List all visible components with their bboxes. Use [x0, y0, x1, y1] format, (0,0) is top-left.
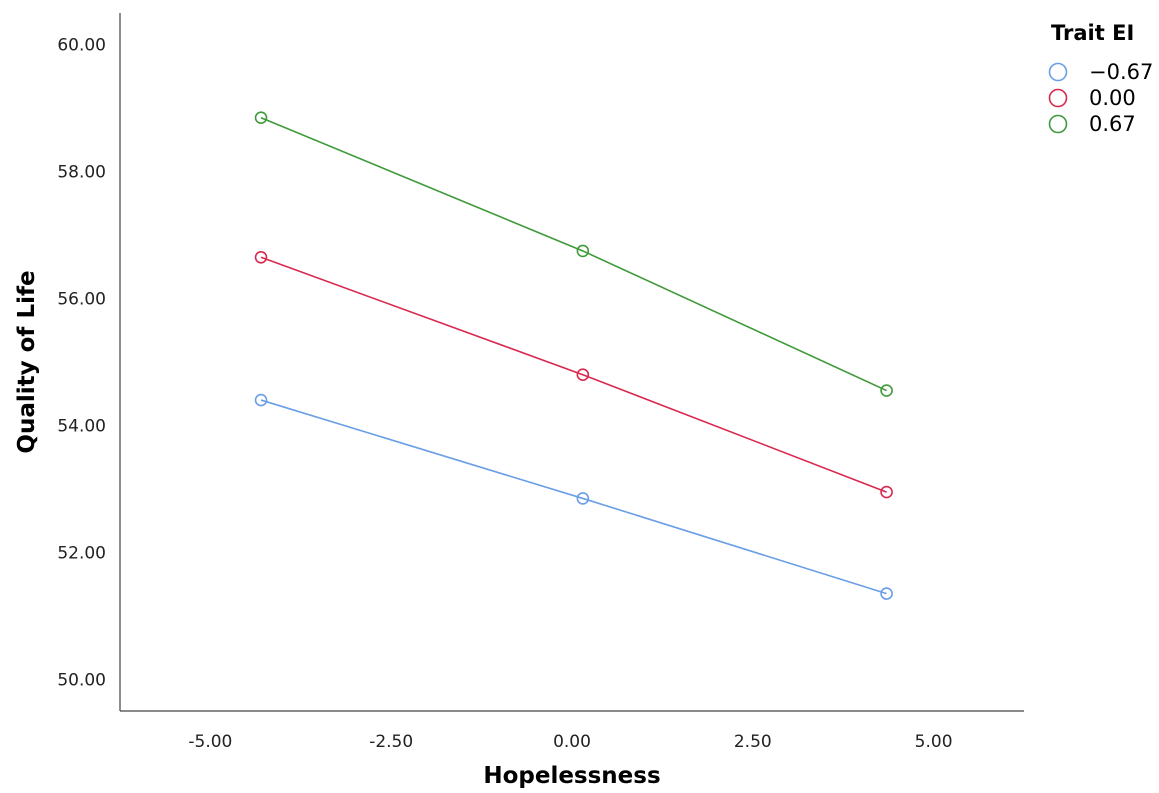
data-point: [880, 384, 893, 397]
legend-item: −0.67: [1048, 60, 1153, 84]
series-line: [260, 256, 887, 493]
legend-label: −0.67: [1089, 60, 1153, 84]
x-tick-label: -2.50: [369, 732, 413, 752]
x-axis-title: Hopelessness: [483, 763, 660, 789]
axes: [119, 13, 1024, 712]
legend-label: 0.67: [1089, 112, 1136, 136]
x-tick-label: 0.00: [553, 732, 591, 752]
y-axis-ticks: 50.00 52.00 54.00 56.00 58.00 60.00: [57, 36, 106, 691]
series-line: [260, 116, 887, 392]
legend-item: 0.00: [1048, 86, 1136, 110]
legend: Trait EI −0.670.000.67: [1048, 21, 1153, 136]
y-tick-label: 60.00: [57, 36, 106, 56]
series-lines: [254, 111, 893, 600]
data-point: [880, 587, 893, 600]
y-tick-label: 52.00: [57, 543, 106, 563]
legend-marker: [1048, 88, 1068, 108]
x-tick-label: 2.50: [734, 732, 772, 752]
data-point: [254, 393, 268, 407]
data-point: [576, 368, 590, 381]
data-point: [880, 485, 893, 499]
data-point: [254, 250, 268, 264]
data-point: [576, 492, 590, 505]
y-tick-label: 56.00: [57, 290, 106, 310]
y-tick-label: 54.00: [57, 416, 106, 436]
legend-title: Trait EI: [1051, 21, 1134, 45]
legend-marker: [1048, 114, 1068, 134]
series-0: [254, 393, 893, 600]
x-tick-label: -5.00: [188, 732, 232, 752]
x-axis-ticks: -5.00 -2.50 0.00 2.50 5.00: [188, 732, 952, 752]
data-point: [254, 111, 268, 124]
series-line: [260, 399, 887, 595]
y-tick-label: 58.00: [57, 163, 106, 183]
series-1: [254, 250, 893, 499]
x-tick-label: 5.00: [915, 732, 953, 752]
legend-item: 0.67: [1048, 112, 1136, 136]
y-axis-title: Quality of Life: [14, 270, 40, 453]
y-tick-label: 50.00: [57, 670, 106, 690]
series-2: [254, 111, 893, 397]
data-point: [576, 244, 590, 258]
legend-label: 0.00: [1089, 86, 1136, 110]
legend-marker: [1048, 62, 1068, 82]
